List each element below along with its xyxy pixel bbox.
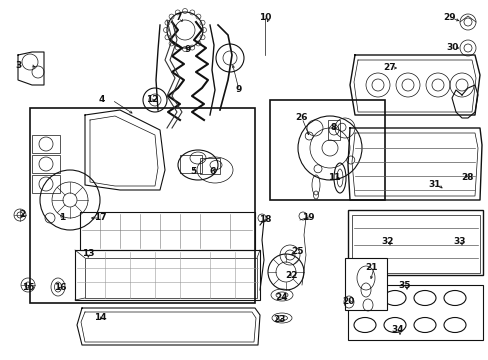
Text: 23: 23	[273, 315, 285, 324]
Bar	[327, 120, 339, 140]
Bar	[32, 155, 60, 173]
Text: 4: 4	[99, 95, 105, 104]
Text: 22: 22	[285, 270, 298, 279]
Text: 10: 10	[258, 13, 271, 22]
Text: 3: 3	[15, 60, 21, 69]
Bar	[30, 108, 254, 303]
Text: 32: 32	[381, 238, 393, 247]
Text: 27: 27	[383, 63, 395, 72]
Text: 26: 26	[295, 113, 307, 122]
Text: 13: 13	[81, 248, 94, 257]
Text: 1: 1	[59, 213, 65, 222]
Text: 9: 9	[184, 45, 191, 54]
Text: 11: 11	[327, 174, 340, 183]
Text: 17: 17	[94, 213, 106, 222]
Text: 7: 7	[176, 13, 182, 22]
Text: 16: 16	[54, 284, 66, 292]
Bar	[347, 285, 482, 340]
Text: 30: 30	[446, 44, 458, 53]
Bar	[200, 158, 220, 174]
Text: 31: 31	[428, 180, 440, 189]
Bar	[85, 258, 257, 298]
Bar	[269, 100, 384, 200]
Text: 9: 9	[235, 85, 242, 94]
Text: 21: 21	[365, 264, 378, 273]
Text: 28: 28	[461, 174, 473, 183]
Text: 35: 35	[398, 280, 410, 289]
Text: 18: 18	[258, 216, 271, 225]
Text: 29: 29	[443, 13, 455, 22]
Bar	[75, 250, 260, 300]
Text: 34: 34	[391, 325, 404, 334]
Text: 25: 25	[291, 248, 304, 256]
Bar	[351, 215, 479, 273]
Bar	[345, 258, 386, 310]
Text: 6: 6	[209, 167, 216, 176]
Text: 5: 5	[189, 167, 196, 176]
Text: 33: 33	[453, 238, 465, 247]
Bar	[32, 135, 60, 153]
Text: 24: 24	[275, 293, 288, 302]
Text: 2: 2	[19, 211, 25, 220]
Bar	[80, 212, 254, 250]
Bar	[180, 155, 202, 173]
Text: 14: 14	[94, 314, 106, 323]
Bar	[347, 210, 482, 275]
Text: 20: 20	[341, 297, 353, 306]
Text: 15: 15	[21, 284, 34, 292]
Text: 8: 8	[330, 123, 336, 132]
Text: 12: 12	[145, 95, 158, 104]
Bar	[32, 175, 60, 193]
Text: 19: 19	[301, 213, 314, 222]
